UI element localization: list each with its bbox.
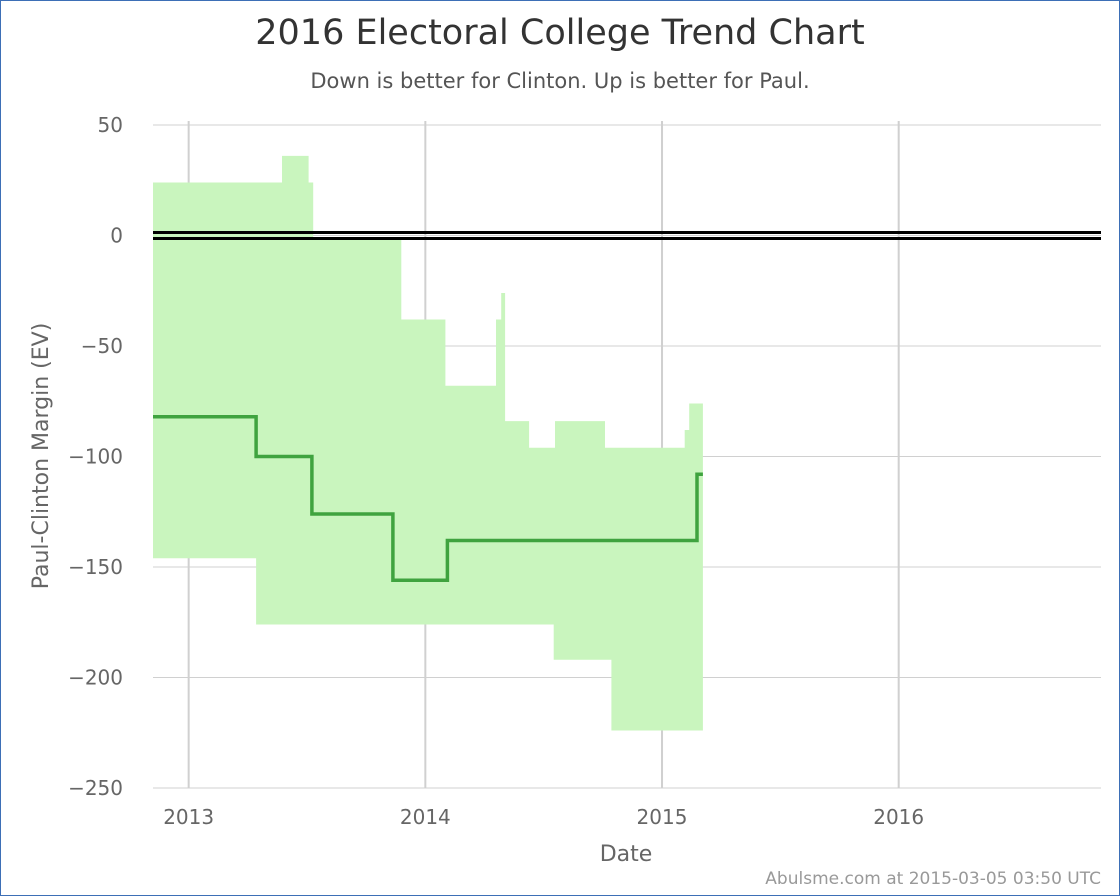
y-tick-label: −150 [68, 555, 123, 579]
x-tick-label: 2014 [400, 805, 451, 829]
uncertainty-band [153, 155, 703, 731]
y-tick-label: −250 [68, 776, 123, 800]
x-tick-label: 2013 [163, 805, 214, 829]
y-tick-label: −200 [68, 666, 123, 690]
margin-line [153, 414, 703, 583]
band-layer [153, 155, 703, 731]
label-layer: 50 0 −50 −100 −150 −200 −250 2013 2014 2015 2016 [68, 113, 924, 829]
y-tick-label: −100 [68, 445, 123, 469]
chart-subtitle: Down is better for Clinton. Up is better… [310, 69, 810, 93]
y-tick-label: 50 [98, 113, 123, 137]
chart-title: 2016 Electoral College Trend Chart [255, 13, 865, 53]
zero-line-layer [153, 231, 1101, 240]
x-tick-label: 2016 [873, 805, 924, 829]
credit-text: Abulsme.com at 2015-03-05 03:50 UTC [765, 869, 1101, 889]
y-tick-label: −50 [81, 334, 123, 358]
x-axis-title: Date [600, 842, 653, 867]
y-axis-title: Paul-Clinton Margin (EV) [29, 323, 54, 590]
x-tick-label: 2015 [637, 805, 688, 829]
line-layer [153, 414, 703, 583]
y-tick-label: 0 [110, 224, 123, 248]
